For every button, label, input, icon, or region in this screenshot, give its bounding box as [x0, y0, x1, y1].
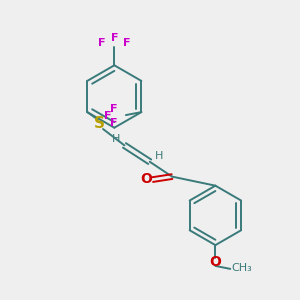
- Text: F: F: [111, 33, 118, 43]
- Text: H: H: [112, 134, 120, 144]
- Text: O: O: [209, 255, 221, 269]
- Text: F: F: [110, 104, 117, 114]
- Text: S: S: [94, 116, 105, 130]
- Text: F: F: [110, 118, 117, 128]
- Text: F: F: [123, 38, 130, 48]
- Text: H: H: [154, 152, 163, 161]
- Text: F: F: [98, 38, 106, 48]
- Text: CH₃: CH₃: [231, 263, 252, 273]
- Text: F: F: [104, 111, 112, 121]
- Text: O: O: [140, 172, 152, 186]
